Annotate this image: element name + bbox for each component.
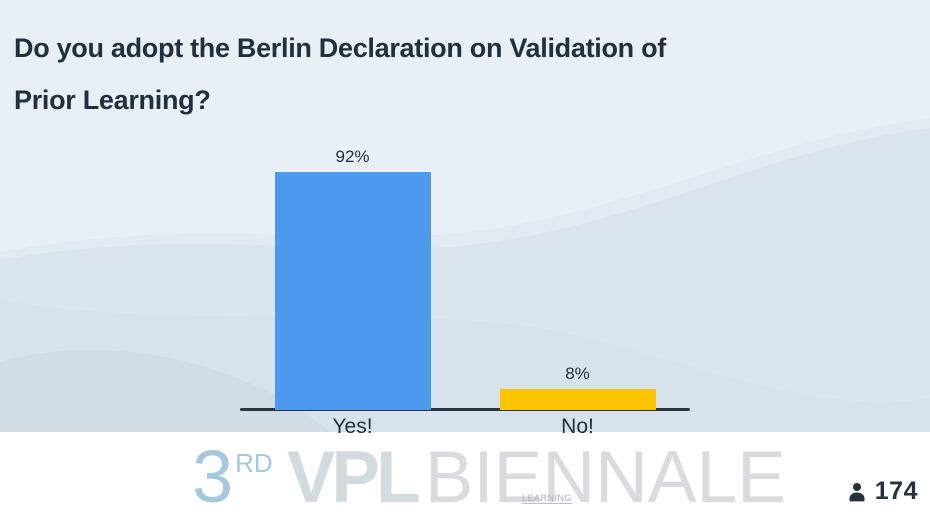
category-label-1: Yes! xyxy=(332,415,373,438)
participant-counter: 174 xyxy=(846,477,918,506)
category-label-2: No! xyxy=(561,415,594,438)
watermark-edition-number: 3 xyxy=(192,435,234,518)
watermark-edition-suffix: RD xyxy=(235,448,273,478)
watermark-logo: 3RD VPL BIENNALE LEARNING xyxy=(192,440,786,519)
bar-yes xyxy=(274,172,431,410)
person-icon xyxy=(849,482,865,501)
question-title: Do you adopt the Berlin Declaration on V… xyxy=(14,22,814,126)
watermark-learning-text: LEARNING xyxy=(522,493,573,504)
bar-no xyxy=(499,389,656,410)
bar-chart: 92% Yes! 8% No! xyxy=(240,147,690,438)
bar-value-label-1: 92% xyxy=(335,147,370,166)
background-waves xyxy=(0,0,930,432)
watermark-brand-vpl: VPL xyxy=(286,437,421,518)
question-line-2: Prior Learning? xyxy=(14,85,211,115)
watermark-brand-biennale: BIENNALE xyxy=(424,437,786,518)
bar-value-label-2: 8% xyxy=(565,364,590,383)
question-line-1: Do you adopt the Berlin Declaration on V… xyxy=(14,33,666,63)
participant-count: 174 xyxy=(874,477,918,505)
x-axis-line xyxy=(240,408,690,411)
